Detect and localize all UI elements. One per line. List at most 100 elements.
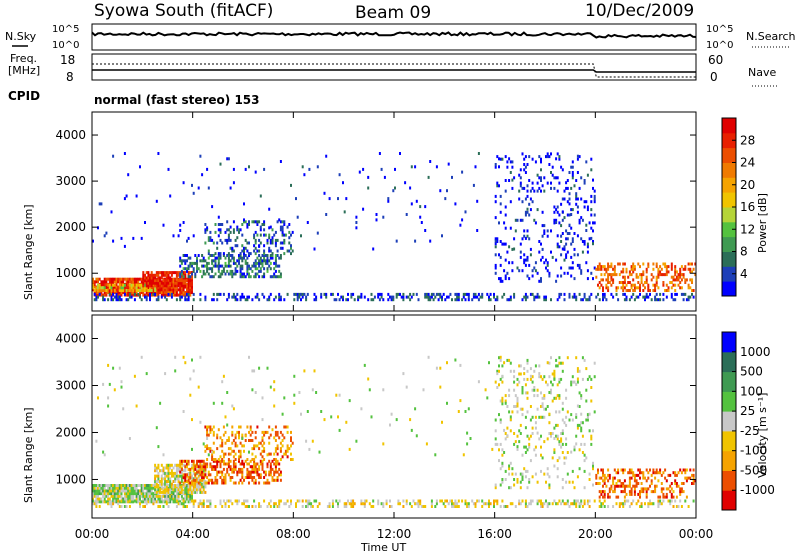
heatmap-cell [246,476,249,479]
heatmap-cell [531,269,534,273]
heatmap-cell [93,291,96,294]
heatmap-cell [583,469,586,473]
colorbar-tick-label: -25 [740,424,760,438]
heatmap-cell [207,453,210,457]
heatmap-cell [224,481,227,485]
heatmap-cell [504,478,507,481]
heatmap-cell [528,237,531,241]
heatmap-cell [496,442,499,446]
heatmap-cell [140,500,143,504]
heatmap-cell [501,295,504,299]
heatmap-cell [263,499,266,503]
heatmap-cell [540,469,542,473]
heatmap-cell [182,481,185,485]
heatmap-cell [553,221,556,225]
heatmap-cell [657,495,660,499]
heatmap-cell [243,465,245,469]
heatmap-cell [313,499,316,503]
heatmap-cell [110,489,113,493]
heatmap-cell [197,505,200,508]
heatmap-cell [494,165,497,169]
heatmap-cell [278,264,281,268]
heatmap-cell [540,505,542,508]
heatmap-cell [184,488,187,492]
heatmap-cell [246,425,249,429]
heatmap-cell [575,295,578,299]
heatmap-cell [174,497,177,501]
heatmap-cell [175,497,178,501]
heatmap-cell [316,165,319,169]
heatmap-cell [472,295,475,299]
heatmap-cell [639,286,641,290]
heatmap-cell [174,277,177,281]
heatmap-cell [576,157,579,161]
heatmap-cell [222,467,225,471]
heatmap-cell [238,455,240,459]
heatmap-cell [650,273,653,277]
heatmap-cell [541,224,544,228]
heatmap-cell [197,474,200,478]
heatmap-cell [149,286,151,290]
heatmap-cell [519,472,522,476]
heatmap-cell [536,407,539,411]
heatmap-cell [251,388,254,392]
heatmap-cell [206,428,209,432]
heatmap-cell [127,492,130,496]
heatmap-cell [174,369,177,373]
heatmap-cell [98,292,101,296]
heatmap-cell [103,489,106,493]
heatmap-cell [414,502,417,506]
heatmap-cell [603,295,606,299]
heatmap-cell [519,407,522,411]
heatmap-cell [123,283,126,287]
heatmap-cell [179,264,182,268]
heatmap-cell [150,279,153,283]
heatmap-cell [590,157,593,161]
heatmap-cell [281,433,284,437]
heatmap-cell [165,298,168,302]
heatmap-cell [251,264,254,268]
heatmap-cell [464,410,467,413]
heatmap-cell [167,499,170,503]
heatmap-cell [679,270,682,274]
heatmap-cell [189,271,192,275]
heatmap-cell [355,226,358,230]
heatmap-cell [261,462,264,466]
heatmap-cell [246,267,249,271]
heatmap-cell [546,361,549,365]
heatmap-cell [687,505,690,508]
heatmap-cell [427,298,430,302]
heatmap-cell [625,298,628,302]
heatmap-cell [231,449,234,453]
heatmap-cell [350,502,353,506]
heatmap-cell [471,499,474,503]
heatmap-cell [488,295,490,299]
heatmap-cell [276,264,279,268]
heatmap-cell [586,415,589,419]
heatmap-cell [112,291,115,294]
heatmap-cell [652,262,655,266]
heatmap-cell [122,407,125,411]
heatmap-cell [278,473,281,477]
heatmap-cell [427,292,430,296]
heatmap-cell [234,481,237,485]
heatmap-cell [269,452,272,456]
heatmap-cell [179,223,182,227]
heatmap-cell [139,293,141,297]
heatmap-cell [657,286,660,290]
heatmap-cell [612,505,615,508]
heatmap-cell [266,254,269,257]
heatmap-cell [523,261,526,265]
heatmap-cell [95,439,98,443]
heatmap-cell [583,459,586,463]
heatmap-cell [291,249,294,253]
heatmap-cell [592,277,594,281]
heatmap-cell [545,258,547,262]
heatmap-cell [226,264,229,268]
heatmap-cell [149,492,151,496]
heatmap-cell [266,478,269,482]
heatmap-cell [435,165,438,169]
heatmap-cell [232,181,235,185]
heatmap-cell [214,272,217,276]
heatmap-cell [157,152,160,155]
